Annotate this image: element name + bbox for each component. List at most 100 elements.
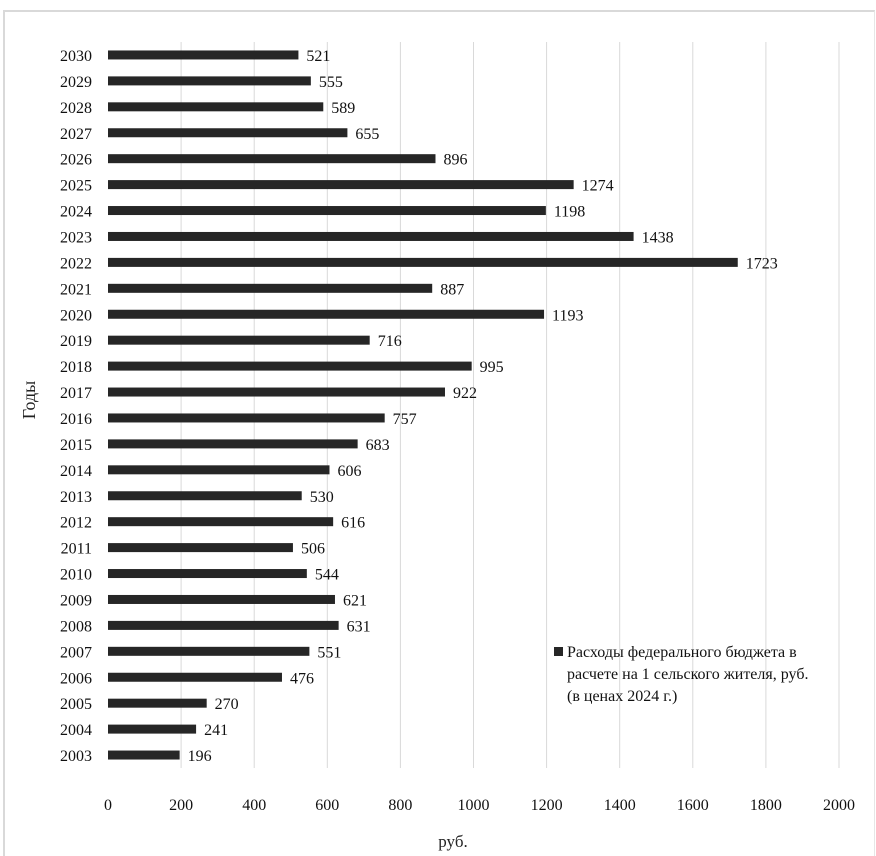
bar: [108, 672, 282, 682]
data-label: 521: [306, 48, 330, 65]
bar: [108, 620, 339, 630]
data-label: 555: [319, 74, 343, 91]
bar: [108, 413, 385, 423]
y-tick-label: 2018: [60, 359, 92, 376]
x-tick-label: 600: [315, 797, 339, 814]
y-tick-label: 2016: [60, 411, 92, 428]
legend-label-1: Расходы федерального бюджета в: [567, 644, 797, 661]
data-label: 631: [347, 618, 371, 635]
bar: [108, 594, 335, 604]
bar: [108, 439, 358, 449]
bar: [108, 128, 348, 138]
data-label: 476: [290, 670, 314, 687]
bar: [108, 206, 546, 216]
data-label: 544: [315, 567, 339, 584]
bar: [108, 724, 197, 734]
y-tick-label: 2019: [60, 333, 92, 350]
bar: [108, 491, 302, 501]
y-tick-label: 2022: [60, 255, 92, 272]
x-tick-label: 0: [104, 797, 112, 814]
y-tick-label: 2008: [60, 618, 92, 635]
y-tick-label: 2009: [60, 592, 92, 609]
y-tick-label: 2012: [60, 515, 92, 532]
data-label: 757: [393, 411, 417, 428]
data-label: 241: [204, 722, 228, 739]
y-tick-label: 2020: [60, 307, 92, 324]
bar: [108, 698, 207, 708]
data-label: 1438: [642, 229, 674, 246]
data-label: 1198: [554, 204, 585, 221]
bar: [108, 102, 324, 112]
legend-swatch: [554, 647, 563, 656]
y-tick-label: 2023: [60, 229, 92, 246]
bar: [108, 569, 307, 579]
data-label: 995: [480, 359, 504, 376]
y-tick-label: 2006: [60, 670, 92, 687]
x-tick-label: 400: [242, 797, 266, 814]
legend-line-3: (в ценах 2024 г.): [567, 688, 678, 705]
bar: [108, 50, 299, 60]
data-label: 606: [337, 463, 361, 480]
y-tick-label: 2026: [60, 152, 92, 169]
y-tick-label: 2011: [61, 541, 92, 558]
chart-frame: [3, 10, 875, 856]
bar: [108, 154, 436, 164]
x-tick-label: 2000: [823, 797, 855, 814]
data-label: 1723: [746, 255, 778, 272]
data-label: 196: [188, 748, 212, 765]
y-tick-label: 2013: [60, 489, 92, 506]
y-tick-label: 2028: [60, 100, 92, 117]
y-tick-label: 2003: [60, 748, 92, 765]
y-tick-label: 2021: [60, 281, 92, 298]
legend: Расходы федерального бюджета в расчете н…: [554, 642, 834, 708]
bar: [108, 543, 293, 553]
y-tick-label: 2027: [60, 126, 92, 143]
data-label: 716: [378, 333, 402, 350]
data-label: 1193: [552, 307, 583, 324]
data-label: 1274: [582, 178, 614, 195]
data-label: 922: [453, 385, 477, 402]
bar: [108, 231, 634, 241]
y-tick-label: 2007: [60, 644, 92, 661]
x-axis-title: руб.: [438, 832, 468, 851]
y-tick-label: 2004: [60, 722, 92, 739]
data-label: 896: [443, 152, 467, 169]
data-label: 530: [310, 489, 334, 506]
bar: [108, 309, 545, 319]
y-tick-label: 2005: [60, 696, 92, 713]
y-tick-label: 2010: [60, 567, 92, 584]
data-label: 270: [215, 696, 239, 713]
data-label: 621: [343, 592, 367, 609]
bar: [108, 283, 433, 293]
x-tick-label: 1600: [677, 797, 709, 814]
y-tick-label: 2025: [60, 178, 92, 195]
x-tick-label: 800: [388, 797, 412, 814]
data-label: 887: [440, 281, 464, 298]
bar: [108, 646, 310, 656]
legend-line-1: Расходы федерального бюджета в: [554, 642, 834, 664]
data-label: 683: [366, 437, 390, 454]
x-tick-label: 1000: [458, 797, 490, 814]
bar: [108, 335, 370, 345]
data-label: 506: [301, 541, 325, 558]
bar: [108, 517, 334, 527]
bar: [108, 361, 472, 371]
y-tick-label: 2029: [60, 74, 92, 91]
data-label: 616: [341, 515, 365, 532]
bar: [108, 180, 574, 190]
bar: [108, 387, 445, 397]
y-tick-label: 2014: [60, 463, 92, 480]
y-tick-label: 2024: [60, 204, 92, 221]
legend-line-2: расчете на 1 сельского жителя, руб.: [567, 666, 809, 683]
data-label: 589: [331, 100, 355, 117]
bar: [108, 750, 180, 760]
y-tick-label: 2015: [60, 437, 92, 454]
x-tick-label: 1400: [604, 797, 636, 814]
y-axis-title: Годы: [18, 380, 39, 420]
x-tick-label: 1800: [750, 797, 782, 814]
data-label: 551: [317, 644, 341, 661]
bar: [108, 465, 330, 475]
x-tick-label: 1200: [531, 797, 563, 814]
bar: [108, 76, 311, 86]
